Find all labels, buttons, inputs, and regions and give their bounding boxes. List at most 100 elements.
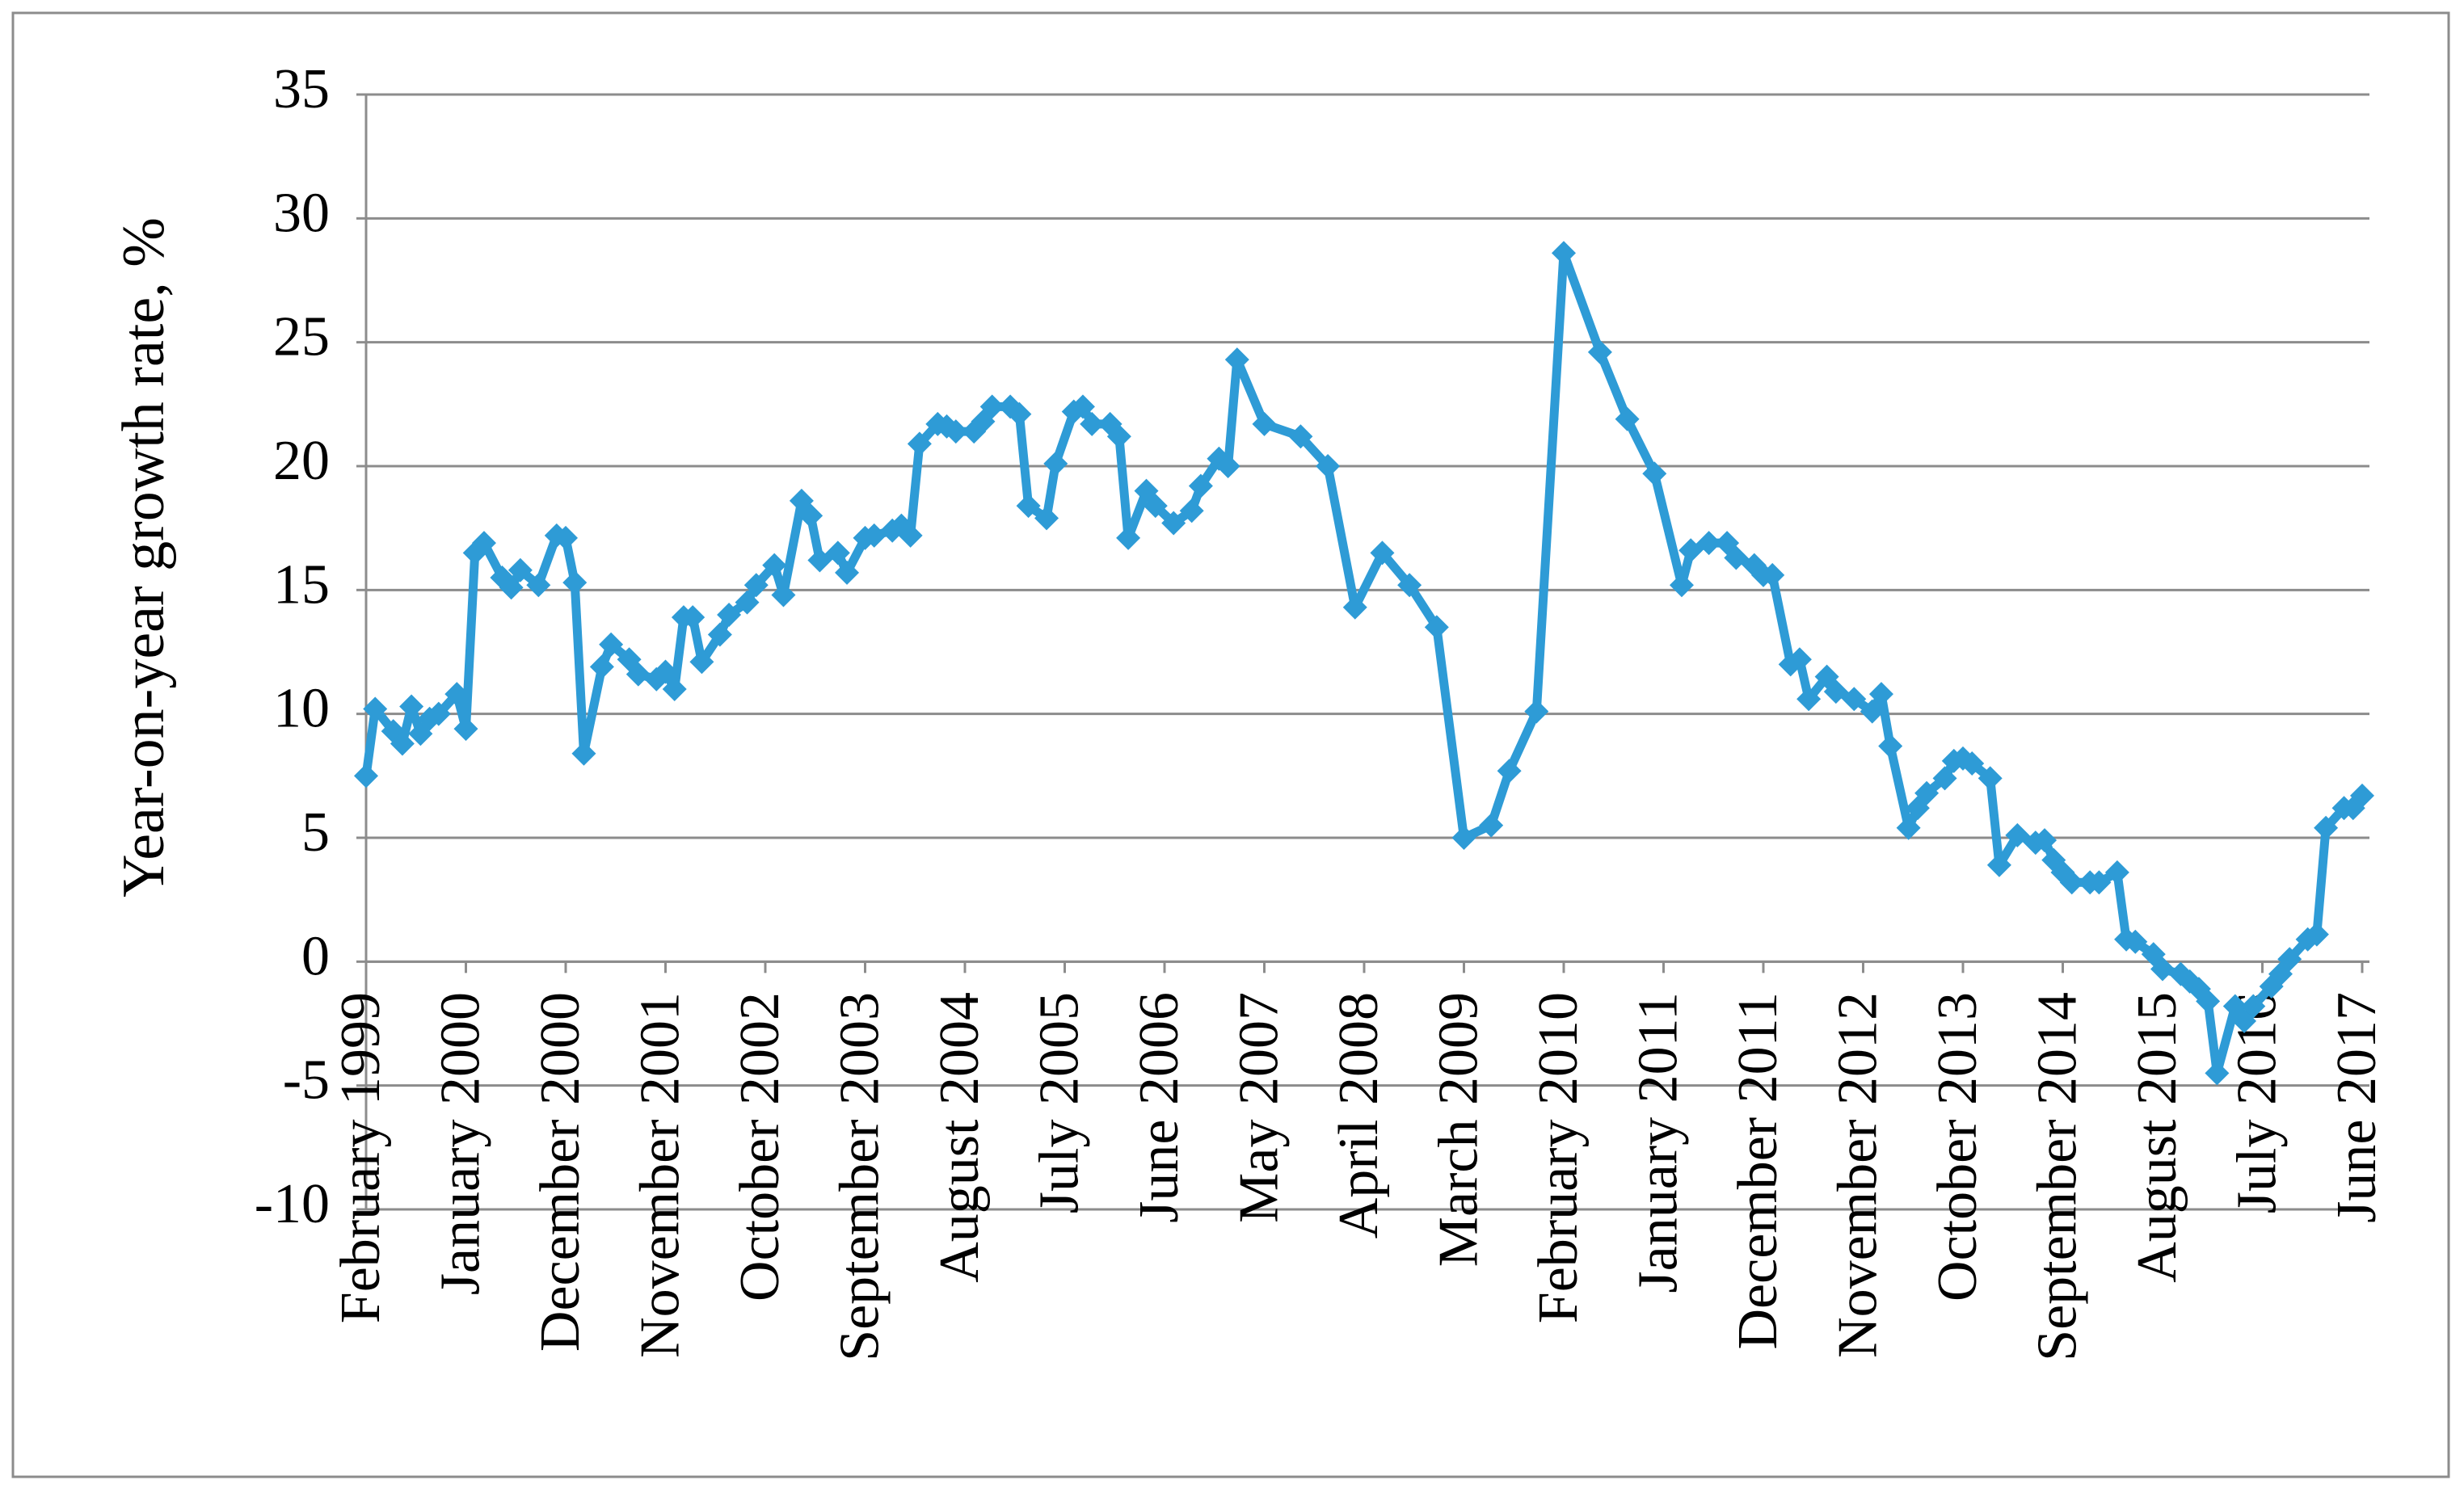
data-point xyxy=(1669,573,1694,598)
data-point xyxy=(1288,424,1313,449)
x-tick-label: September 2003 xyxy=(829,992,891,1361)
data-point xyxy=(1524,699,1549,724)
data-point xyxy=(2277,947,2302,972)
data-point xyxy=(1823,679,1848,704)
data-point xyxy=(2032,828,2058,853)
data-point xyxy=(526,573,551,598)
data-point xyxy=(499,575,524,600)
x-tick-label: April 2008 xyxy=(1328,992,1390,1238)
data-point xyxy=(825,540,850,566)
x-tick-label: October 2013 xyxy=(1927,992,1989,1301)
data-point xyxy=(571,741,596,766)
data-point xyxy=(426,701,451,726)
data-point xyxy=(471,531,496,556)
y-tick-label: 0 xyxy=(301,925,330,987)
data-point xyxy=(1188,473,1213,498)
data-point xyxy=(1642,461,1667,486)
x-tick-label: November 2001 xyxy=(630,992,692,1358)
data-point xyxy=(2123,929,2148,954)
data-point xyxy=(1796,687,1822,712)
data-point xyxy=(554,525,578,550)
data-point xyxy=(1615,406,1640,431)
data-point xyxy=(1424,615,1449,640)
data-point xyxy=(835,560,860,585)
data-point xyxy=(1960,751,1985,776)
data-point xyxy=(943,419,968,444)
data-point xyxy=(798,503,823,528)
data-point xyxy=(2196,989,2221,1014)
data-point xyxy=(354,763,378,788)
data-point xyxy=(898,523,923,548)
x-tick-label: November 2012 xyxy=(1827,992,1889,1358)
x-tick-label: September 2014 xyxy=(2027,992,2089,1361)
data-point xyxy=(2059,870,2084,895)
y-tick-label: -10 xyxy=(255,1173,330,1235)
data-point xyxy=(2314,815,2339,840)
data-point xyxy=(625,662,651,687)
data-point xyxy=(1878,734,1903,759)
y-tick-label: 5 xyxy=(301,801,330,864)
data-point xyxy=(1070,394,1095,419)
data-point xyxy=(508,557,533,582)
x-tick-label: December 2011 xyxy=(1727,992,1789,1350)
data-point xyxy=(1252,411,1277,436)
data-point xyxy=(562,570,588,595)
x-tick-label: August 2015 xyxy=(2126,992,2188,1283)
data-point xyxy=(1678,538,1704,563)
data-point xyxy=(589,654,614,679)
data-point xyxy=(2304,922,2329,947)
data-point xyxy=(1860,699,1885,724)
data-point xyxy=(2150,957,2175,982)
data-point xyxy=(1215,454,1240,478)
data-point xyxy=(662,677,687,701)
data-point xyxy=(1552,241,1576,266)
data-point xyxy=(1896,815,1921,840)
data-point xyxy=(1986,852,2011,877)
data-point xyxy=(680,605,706,630)
data-point xyxy=(1116,525,1141,550)
data-point xyxy=(1016,494,1041,519)
data-point xyxy=(1479,813,1504,838)
y-tick-label: 25 xyxy=(273,306,330,368)
data-point xyxy=(689,650,714,675)
data-point xyxy=(2087,870,2112,895)
x-tick-label: February 2010 xyxy=(1527,992,1590,1323)
data-point xyxy=(1043,451,1068,476)
x-tick-label: December 2000 xyxy=(529,992,592,1352)
y-tick-label: 15 xyxy=(273,553,330,616)
y-axis-title: Year-on-year growth rate, % xyxy=(111,217,177,898)
data-point xyxy=(1179,498,1204,524)
data-point xyxy=(735,590,760,615)
data-point xyxy=(907,431,932,456)
data-point xyxy=(1080,411,1105,436)
data-point xyxy=(1034,506,1059,531)
data-point xyxy=(1370,540,1395,566)
x-tick-label: July 2005 xyxy=(1029,992,1091,1213)
data-point xyxy=(743,573,769,598)
data-point xyxy=(1161,511,1186,536)
x-tick-label: July 2016 xyxy=(2226,992,2289,1213)
x-tick-label: February 1999 xyxy=(330,992,392,1323)
chart-border xyxy=(11,11,2450,1478)
data-point xyxy=(707,622,732,647)
data-point xyxy=(399,694,424,719)
data-point xyxy=(1932,766,1957,791)
data-point xyxy=(2104,860,2129,885)
data-point xyxy=(2350,783,2374,808)
data-point xyxy=(1724,545,1749,570)
data-point xyxy=(363,696,388,721)
data-point xyxy=(1342,595,1367,620)
data-point xyxy=(1316,454,1341,478)
data-point xyxy=(771,582,796,608)
data-point xyxy=(1397,573,1422,598)
data-point xyxy=(1696,531,1721,556)
data-point xyxy=(1106,424,1131,449)
data-point xyxy=(762,553,787,578)
x-tick-label: March 2009 xyxy=(1428,992,1490,1267)
data-point xyxy=(1868,682,1893,707)
data-point xyxy=(1914,780,1940,805)
x-tick-label: August 2004 xyxy=(929,992,991,1283)
data-point xyxy=(390,731,415,756)
x-tick-label: June 2006 xyxy=(1128,992,1190,1223)
